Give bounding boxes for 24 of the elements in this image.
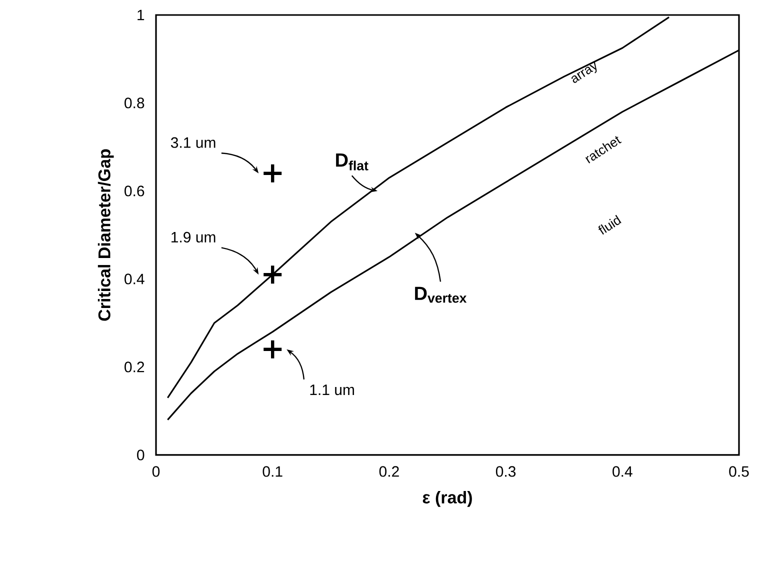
x-tick-label: 0 (152, 466, 160, 477)
y-tick-label: 0.2 (124, 362, 144, 372)
point (262, 162, 284, 184)
y-tick-label: 1 (138, 10, 144, 20)
annotation: 1.9 um (172, 232, 216, 242)
x-axis-title: ε (rad) (422, 491, 472, 507)
annotation: 3.1 um (170, 137, 216, 148)
point (262, 338, 284, 360)
y-tick-label: 0 (137, 450, 144, 460)
y-tick-label: 0.8 (124, 98, 144, 108)
annotation: fluid (598, 214, 622, 235)
point (262, 264, 284, 286)
y-tick-label: 0.6 (124, 186, 144, 196)
annotation: array (572, 62, 597, 83)
y-tick-label: 0.4 (124, 274, 144, 284)
annotation: 1.1 um (310, 384, 354, 396)
y-axis-title: Critical Diameter/Gap (98, 149, 114, 321)
x-tick-label: 0.4 (612, 466, 632, 477)
text: D$_{vertex}$ (415, 286, 467, 303)
x-tick-label: 0.2 (379, 466, 399, 477)
series-label: D$_{flat}$ (336, 154, 368, 170)
x-tick-label: 0.5 (729, 466, 749, 477)
x-tick-label: 0.1 (262, 466, 282, 477)
x-tick-label: 0.3 (496, 466, 516, 477)
